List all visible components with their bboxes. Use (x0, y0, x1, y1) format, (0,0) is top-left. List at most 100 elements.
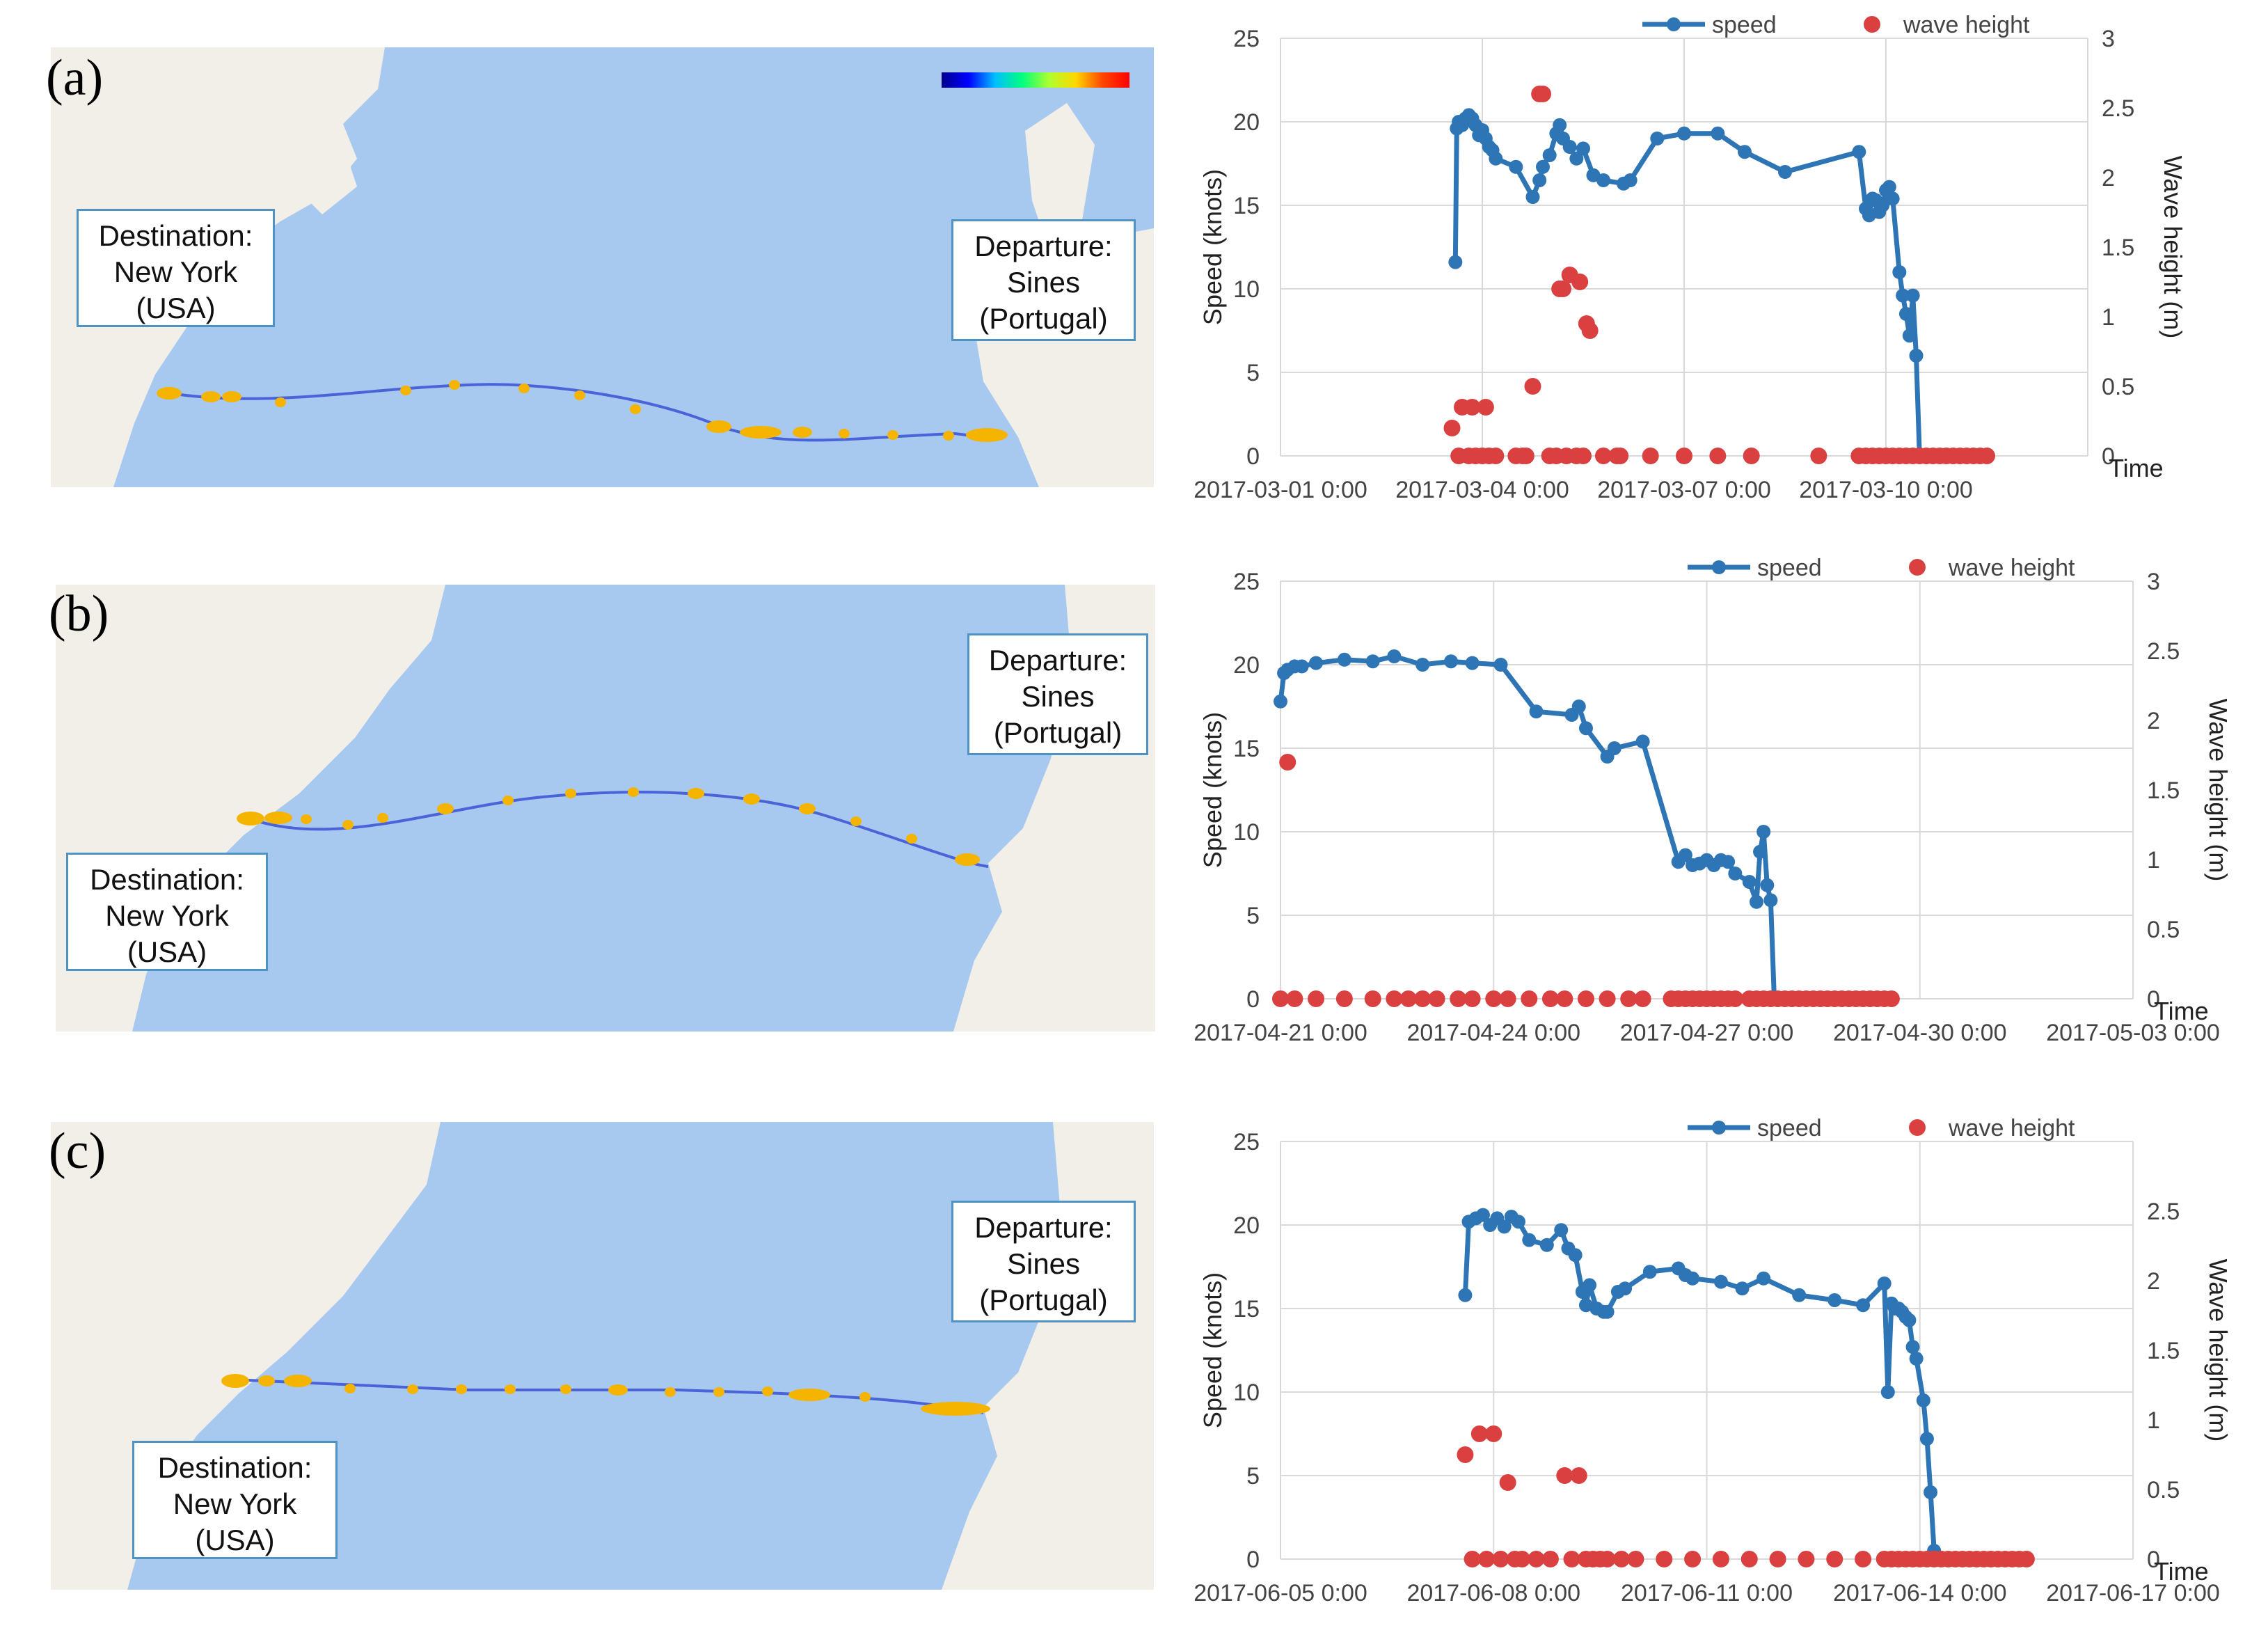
speed-line (1462, 1212, 1940, 1560)
x-axis-title: Time (2109, 454, 2164, 482)
wave-height-point (1485, 990, 1502, 1007)
destination-title: Destination: (90, 863, 244, 896)
y-tick-label: 0 (1246, 443, 1260, 470)
y-axis-title: Speed (knots) (1198, 712, 1227, 868)
y-tick-label: 25 (1233, 26, 1260, 52)
y-tick-label: 15 (1233, 1296, 1260, 1322)
speed-point (1489, 151, 1503, 166)
departure-city: Sines (1006, 266, 1081, 299)
speed-point (1623, 173, 1637, 187)
y-tick-label: 0 (1246, 1547, 1260, 1573)
speed-point (1856, 1298, 1871, 1313)
speed-point (1475, 1208, 1490, 1222)
speed-point (1902, 329, 1917, 343)
legend-speed-marker (1712, 560, 1726, 574)
speed-point (1569, 151, 1584, 166)
wave-height-point (1541, 1551, 1559, 1567)
x-tick-label: 2017-03-01 0:00 (1194, 477, 1367, 503)
y-axis-title: Speed (knots) (1198, 1272, 1227, 1428)
wave-height-point (1286, 990, 1303, 1007)
wave-height-point (1634, 990, 1651, 1007)
departure-city: Sines (1006, 1247, 1081, 1280)
wave-height-point (1478, 1551, 1496, 1567)
speed-point (1899, 307, 1913, 321)
wave-height-point (1335, 990, 1353, 1007)
speed-point (1458, 1288, 1473, 1302)
wave-height-point (1555, 280, 1571, 297)
wave-height-point (1855, 1551, 1872, 1567)
speed-point (1448, 255, 1463, 269)
wave-height-point (1712, 1551, 1729, 1567)
speed-point (1738, 145, 1752, 159)
wave-height-point (1642, 448, 1659, 464)
y2-tick-label: 2.5 (2102, 95, 2134, 122)
speed-point (1924, 1485, 1938, 1499)
speed-point (1583, 1278, 1597, 1293)
wave-height-point (1457, 1446, 1474, 1463)
wave-height-point (1556, 1467, 1573, 1484)
wave-height-point (1524, 378, 1541, 395)
y2-axis-title: Wave height (m) (2204, 699, 2233, 882)
wave-height-point (1279, 754, 1296, 770)
y-tick-label: 5 (1246, 1463, 1260, 1489)
y-tick-label: 5 (1246, 360, 1260, 386)
wave-height-point (1613, 1551, 1630, 1567)
speed-point (1792, 1288, 1807, 1302)
x-tick-label: 2017-03-07 0:00 (1597, 477, 1771, 503)
speed-point (1677, 126, 1691, 141)
departure-city: Sines (1021, 680, 1095, 713)
speed-point (1880, 1385, 1895, 1399)
departure-country: (Portugal) (993, 716, 1123, 749)
colorbar-legend (942, 72, 1129, 88)
wave-height-point (1399, 990, 1417, 1007)
speed-point (1539, 1238, 1554, 1252)
wave-height-point (1599, 1551, 1616, 1567)
legend-speed-label: speed (1757, 555, 1822, 581)
wave-height-point (1581, 322, 1599, 339)
wave-height-point (1575, 448, 1592, 464)
y2-tick-label: 2 (2147, 708, 2160, 734)
speed-point (1713, 1274, 1728, 1289)
x-tick-label: 2017-04-24 0:00 (1406, 1020, 1580, 1046)
y2-tick-label: 1.5 (2147, 1338, 2180, 1364)
departure-country: (Portugal) (979, 1283, 1108, 1316)
wave-height-point (1470, 1425, 1488, 1442)
wave-height-point (1464, 1551, 1481, 1567)
wave-height-point (1627, 1551, 1644, 1567)
y2-tick-label: 0.5 (2102, 374, 2134, 400)
speed-point (1365, 654, 1380, 669)
departure-callout-a: Departure: Sines (Portugal) (951, 219, 1136, 341)
destination-country: (USA) (127, 935, 207, 968)
speed-point (1728, 867, 1743, 880)
wave-height-point (2017, 1551, 2035, 1567)
destination-callout-c: Destination: New York (USA) (132, 1441, 338, 1559)
x-tick-label: 2017-06-11 0:00 (1621, 1580, 1793, 1606)
speed-point (1686, 1271, 1700, 1286)
wave-height-point (1743, 448, 1760, 464)
wave-height-point (1810, 448, 1827, 464)
uk-land (1025, 103, 1095, 242)
speed-point (1852, 145, 1866, 159)
wave-height-point (1577, 990, 1594, 1007)
x-tick-label: 2017-03-10 0:00 (1799, 477, 1973, 503)
y2-tick-label: 2.5 (2147, 638, 2180, 665)
y2-tick-label: 1 (2102, 304, 2115, 331)
x-tick-label: 2017-06-14 0:00 (1833, 1580, 2007, 1606)
y-tick-label: 20 (1233, 109, 1260, 136)
wave-height-point (1514, 1551, 1531, 1567)
y2-tick-label: 2 (2147, 1268, 2160, 1295)
panel-a-label: (a) (46, 49, 104, 106)
speed-point (1876, 198, 1890, 212)
legend-speed-label: speed (1757, 1115, 1822, 1141)
x-axis-title: Time (2154, 997, 2209, 1025)
destination-callout-b: Destination: New York (USA) (66, 853, 268, 971)
speed-point (1742, 875, 1756, 889)
legend-speed-marker (1667, 17, 1681, 31)
speed-point (1905, 288, 1920, 303)
x-tick-label: 2017-06-17 0:00 (2046, 1580, 2220, 1606)
ship-positions (157, 380, 1008, 442)
speed-point (1919, 1432, 1934, 1446)
speed-point (1916, 1393, 1930, 1407)
